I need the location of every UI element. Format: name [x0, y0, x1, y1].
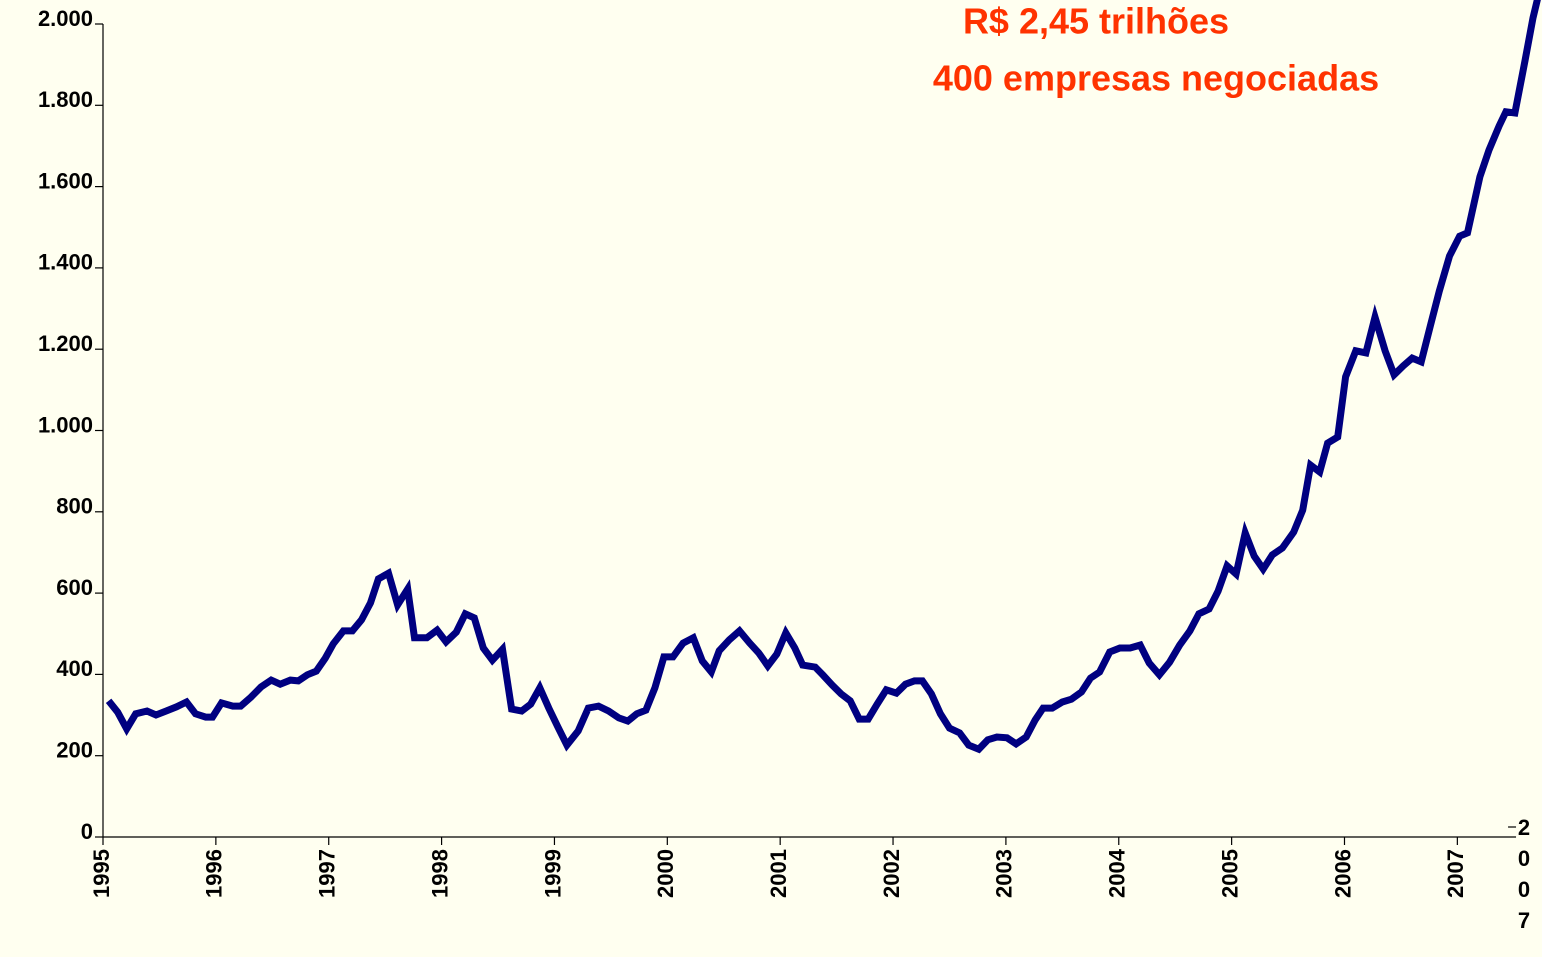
y-tick-label: 1.000	[38, 412, 93, 437]
x-tick-label: 2001	[766, 849, 791, 898]
annotation: R$ 2,45 trilhões	[963, 1, 1229, 42]
x-tick-label: 2000	[653, 849, 678, 898]
y-tick-label: 800	[56, 494, 93, 519]
x-tick-label: 2007	[1512, 815, 1537, 939]
y-tick-label: 2.000	[38, 6, 93, 31]
x-tick-label: 2007	[1443, 849, 1468, 898]
x-tick-label: 1999	[540, 849, 565, 898]
x-tick-label: 1998	[427, 849, 452, 898]
x-tick-label: 2004	[1105, 848, 1130, 898]
y-tick-label: 600	[56, 575, 93, 600]
y-tick-label: 400	[56, 656, 93, 681]
annotation: 400 empresas negociadas	[933, 58, 1379, 99]
x-tick-label: 2002	[879, 849, 904, 898]
x-tick-label: 2006	[1330, 849, 1355, 898]
y-tick-label: 1.400	[38, 250, 93, 275]
x-tick-label: 2005	[1217, 849, 1242, 898]
y-tick-label: 1.600	[38, 168, 93, 193]
line-series	[105, 0, 1541, 754]
y-tick-label: 0	[81, 819, 93, 844]
x-tick-label: 1996	[202, 849, 227, 898]
y-tick-label: 1.800	[38, 87, 93, 112]
x-tick-label: 2003	[992, 849, 1017, 898]
y-tick-label: 1.200	[38, 331, 93, 356]
x-tick-label: 1995	[89, 849, 114, 898]
y-tick-label: 200	[56, 738, 93, 763]
x-tick-label: 1997	[315, 849, 340, 898]
